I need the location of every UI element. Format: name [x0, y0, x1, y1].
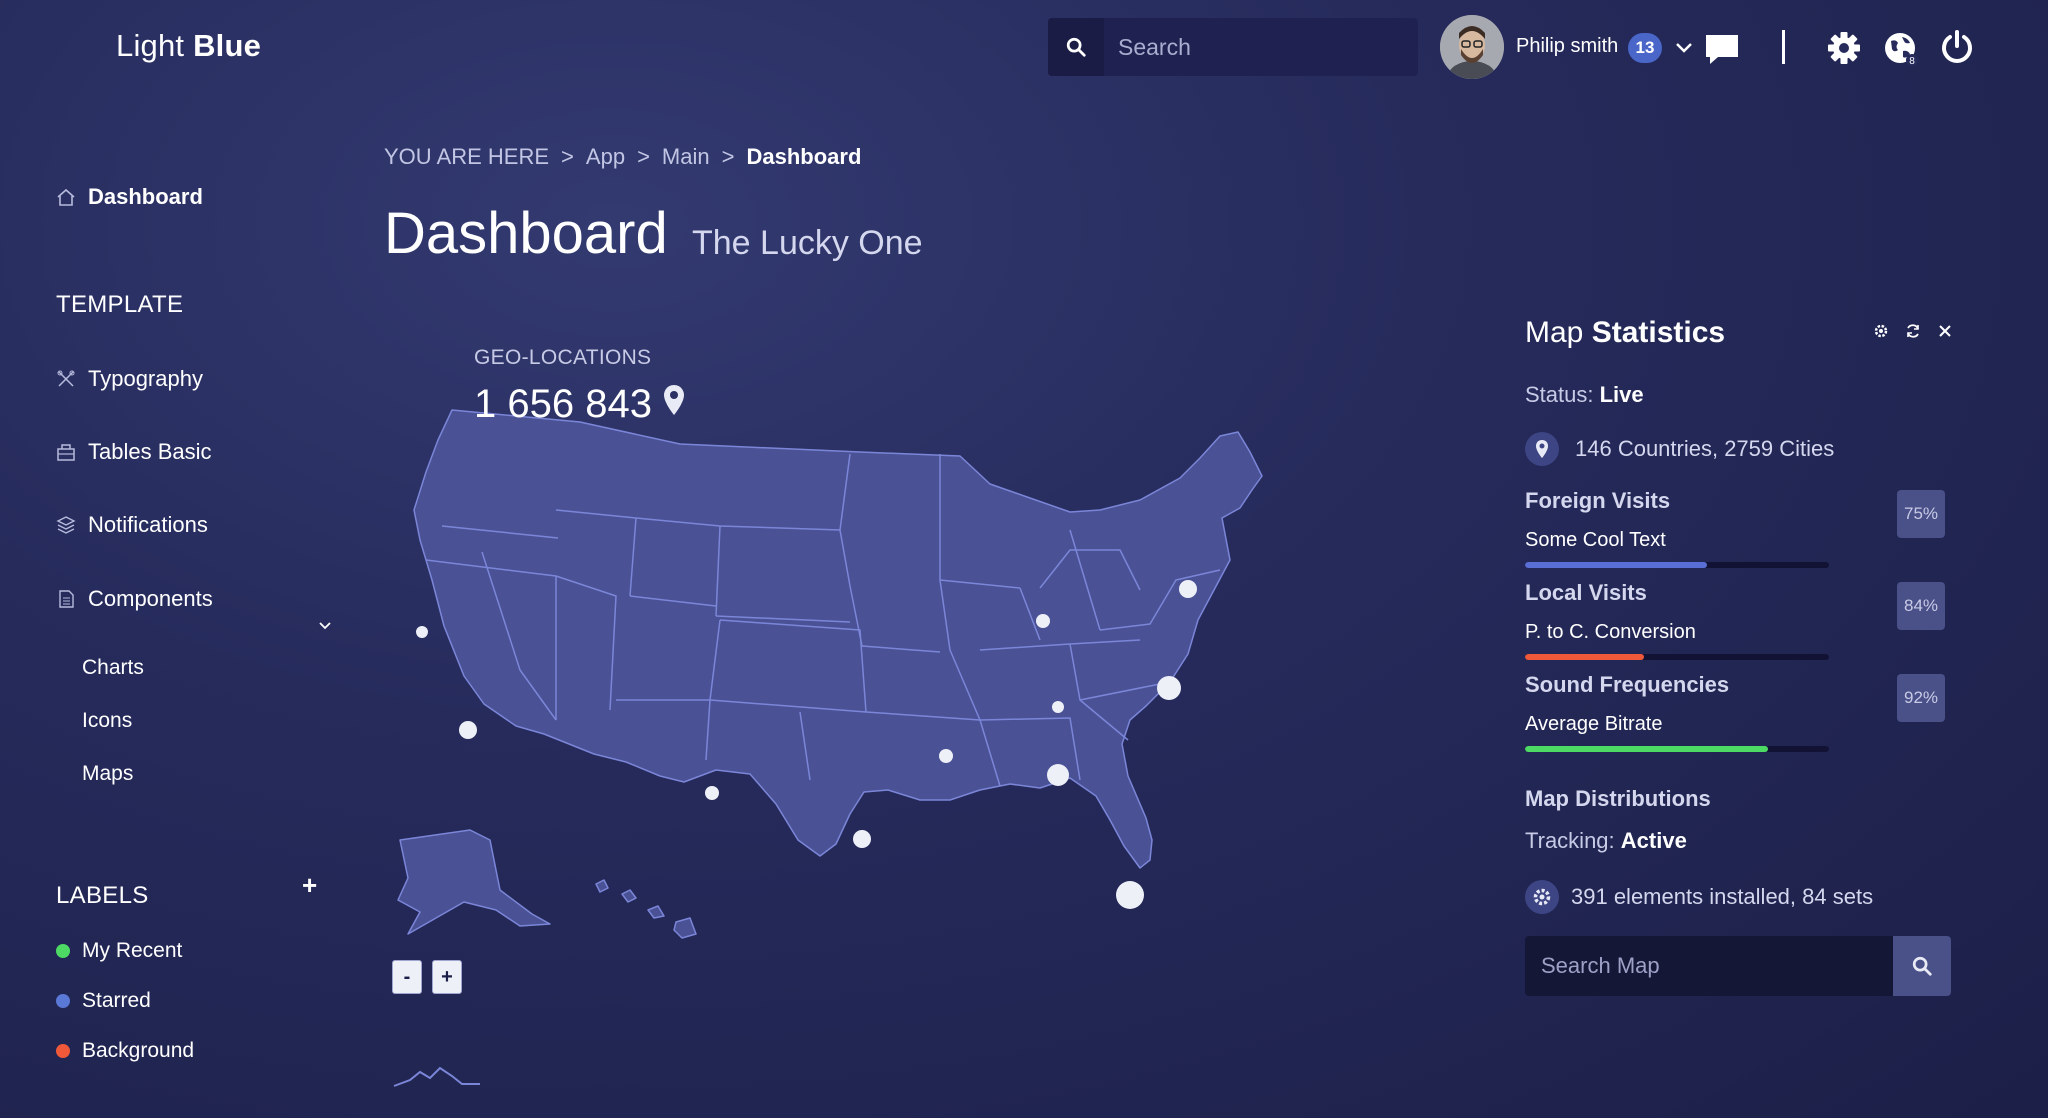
chat-icon[interactable]	[1704, 32, 1740, 66]
geo-locations-label: GEO-LOCATIONS	[474, 346, 652, 369]
breadcrumb-main[interactable]: Main	[661, 144, 710, 169]
sidebar-item-tables-basic[interactable]: Tables Basic	[56, 439, 212, 465]
power-icon[interactable]	[1938, 28, 1976, 66]
stat-subtitle: Some Cool Text	[1525, 529, 1666, 551]
sparkline-icon	[393, 1066, 480, 1087]
progress-bar-fill	[1525, 654, 1644, 660]
template-heading: TEMPLATE	[56, 291, 184, 318]
stat-subtitle: P. to C. Conversion	[1525, 621, 1696, 643]
panel-close-icon[interactable]	[1936, 322, 1954, 340]
breadcrumb-app[interactable]: App	[585, 144, 626, 169]
map-distributions-title: Map Distributions	[1525, 786, 1711, 811]
app-logo[interactable]: Light Blue	[116, 28, 262, 63]
geo-count-value: 1 656 843	[474, 382, 652, 426]
map-search-button[interactable]	[1893, 936, 1951, 996]
components-icon	[56, 589, 76, 609]
sidebar-item-label: Dashboard	[88, 184, 203, 209]
location-pin-icon	[1525, 432, 1559, 466]
map-marker-icon	[662, 382, 686, 427]
label-text: My Recent	[82, 939, 183, 962]
search-icon[interactable]	[1048, 18, 1104, 76]
breadcrumb-current: Dashboard	[746, 144, 862, 169]
components-chevron-icon[interactable]	[316, 618, 334, 634]
notifications-icon	[56, 515, 76, 535]
header-divider	[1782, 30, 1785, 64]
sidebar-item-dashboard[interactable]: Dashboard	[56, 184, 203, 210]
label-text: Starred	[82, 989, 151, 1012]
search-input[interactable]	[1104, 32, 1410, 62]
stat-title: Foreign Visits	[1525, 488, 1671, 513]
map-search	[1525, 936, 1951, 996]
tracking-status: Tracking: Active	[1525, 828, 1687, 853]
sidebar-item-label: Tables Basic	[88, 439, 212, 464]
globe-icon[interactable]: 8	[1882, 30, 1920, 68]
stat-title: Local Visits	[1525, 580, 1647, 605]
map-status: Status: Live	[1525, 382, 1644, 407]
geo-locations-count: 1 656 843	[474, 382, 686, 427]
label-my-recent[interactable]: My Recent	[56, 939, 182, 963]
sidebar-item-components[interactable]: Components	[56, 586, 213, 612]
chevron-down-icon[interactable]	[1672, 36, 1696, 60]
cog-icon	[1525, 880, 1559, 914]
sidebar-item-label: Typography	[88, 366, 203, 391]
percent-badge: 92%	[1897, 674, 1945, 722]
breadcrumb-sep: >	[561, 144, 574, 169]
label-dot	[56, 1044, 70, 1058]
labels-heading: LABELS	[56, 882, 149, 909]
us-map[interactable]	[380, 400, 1280, 960]
sidebar-subitem-charts[interactable]: Charts	[82, 656, 144, 679]
panel-settings-icon[interactable]	[1872, 322, 1890, 340]
sidebar-item-typography[interactable]: Typography	[56, 366, 203, 392]
gear-icon[interactable]	[1826, 30, 1862, 66]
breadcrumb: YOU ARE HERE > App > Main > Dashboard	[384, 144, 861, 170]
label-dot	[56, 994, 70, 1008]
user-name[interactable]: Philip smith	[1516, 35, 1619, 57]
tables-icon	[56, 442, 76, 462]
add-label-button[interactable]: +	[302, 870, 318, 900]
panel-title: Map Statistics	[1525, 316, 1726, 349]
zoom-in-button[interactable]: +	[432, 960, 462, 994]
progress-bar-fill	[1525, 562, 1708, 568]
page-subtitle: The Lucky One	[692, 224, 923, 262]
label-text: Background	[82, 1039, 195, 1062]
installed-elements: 391 elements installed, 84 sets	[1525, 880, 1873, 914]
breadcrumb-sep: >	[721, 144, 735, 169]
progress-bar	[1525, 654, 1829, 660]
stat-title: Sound Frequencies	[1525, 672, 1730, 697]
label-dot	[56, 944, 70, 958]
sidebar-item-notifications[interactable]: Notifications	[56, 512, 208, 538]
sidebar-item-label: Notifications	[88, 512, 208, 537]
sidebar-subitem-icons[interactable]: Icons	[82, 709, 133, 732]
map-markers	[416, 580, 1197, 909]
breadcrumb-sep: >	[637, 144, 650, 169]
breadcrumb-prefix: YOU ARE HERE	[384, 144, 550, 169]
label-background[interactable]: Background	[56, 1039, 194, 1063]
svg-text:8: 8	[1909, 56, 1915, 67]
percent-badge: 84%	[1897, 582, 1945, 630]
page-title: Dashboard	[384, 201, 668, 266]
zoom-out-button[interactable]: -	[392, 960, 422, 994]
sidebar-subitem-maps[interactable]: Maps	[82, 762, 134, 785]
map-locations: 146 Countries, 2759 Cities	[1525, 432, 1834, 466]
stat-subtitle: Average Bitrate	[1525, 713, 1663, 735]
typography-icon	[56, 369, 76, 389]
percent-badge: 75%	[1897, 490, 1945, 538]
progress-bar	[1525, 746, 1829, 752]
avatar[interactable]	[1440, 15, 1504, 79]
sidebar-item-label: Components	[88, 586, 213, 611]
progress-bar	[1525, 562, 1829, 568]
panel-refresh-icon[interactable]	[1904, 322, 1922, 340]
map-search-input[interactable]	[1525, 936, 1893, 996]
home-icon	[56, 187, 76, 207]
header-search	[1048, 18, 1418, 76]
notification-count-badge: 13	[1628, 33, 1662, 63]
progress-bar-fill	[1525, 746, 1769, 752]
installed-text: 391 elements installed, 84 sets	[1571, 884, 1874, 909]
label-starred[interactable]: Starred	[56, 989, 151, 1013]
locations-text: 146 Countries, 2759 Cities	[1575, 436, 1835, 461]
